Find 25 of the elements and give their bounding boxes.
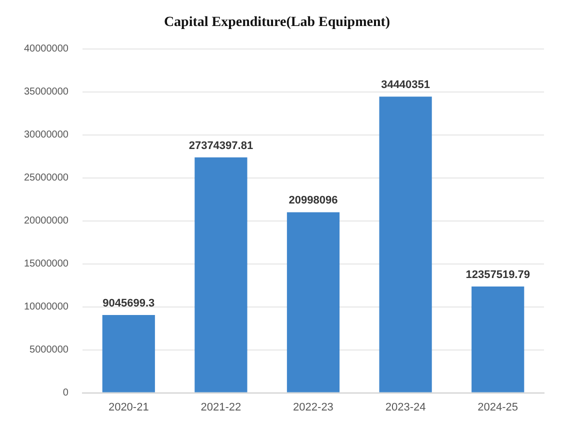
data-label: 12357519.79 xyxy=(466,269,530,282)
x-tick-label: 2020-21 xyxy=(108,401,149,414)
y-tick-label: 5000000 xyxy=(30,344,69,356)
x-tick-label: 2021-22 xyxy=(200,401,242,414)
bar xyxy=(286,212,340,392)
x-tick-label: 2024-25 xyxy=(478,401,518,414)
y-tick-label: 30000000 xyxy=(24,130,69,141)
bar xyxy=(102,315,155,392)
data-label: 20998096 xyxy=(288,194,338,207)
bar xyxy=(194,157,248,392)
y-tick-label: 20000000 xyxy=(24,216,69,227)
x-tick-label: 2023-24 xyxy=(385,401,426,414)
bar xyxy=(379,96,432,392)
x-tick-label: 2022-23 xyxy=(293,401,334,414)
y-tick-label: 25000000 xyxy=(24,172,69,184)
y-tick-label: 15000000 xyxy=(24,258,69,270)
data-label: 27374397.81 xyxy=(188,140,254,152)
y-tick-label: 40000000 xyxy=(24,44,69,55)
data-label: 9045699.3 xyxy=(102,298,155,310)
data-label: 34440351 xyxy=(381,79,430,92)
bar xyxy=(472,286,524,392)
y-tick-label: 10000000 xyxy=(24,302,69,313)
chart-title: Capital Expenditure(Lab Equipment) xyxy=(164,15,390,30)
y-tick-label: 35000000 xyxy=(24,86,69,98)
y-tick-label: 0 xyxy=(62,388,69,399)
